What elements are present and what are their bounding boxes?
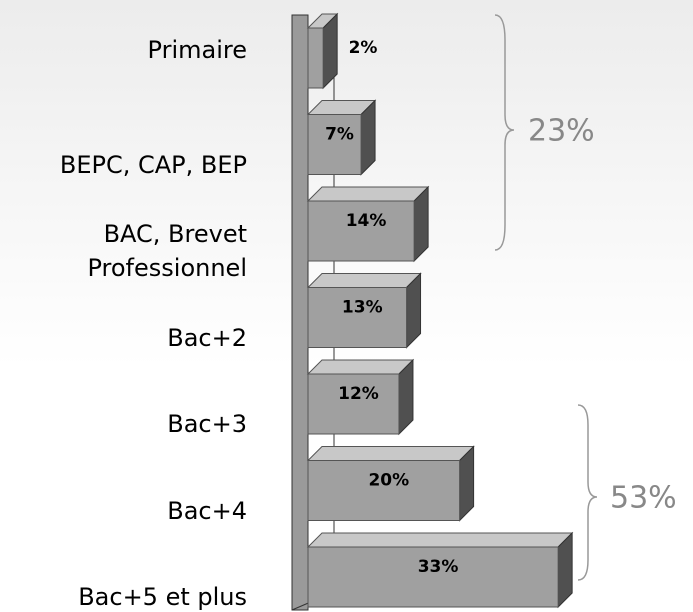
category-label: Bac+2 bbox=[167, 323, 247, 352]
bar bbox=[307, 27, 324, 89]
data-label: 14% bbox=[346, 211, 387, 231]
data-label: 20% bbox=[368, 471, 409, 491]
data-label: 33% bbox=[418, 557, 459, 577]
bar bbox=[307, 546, 559, 608]
category-label: BAC, Brevet Professionnel bbox=[87, 220, 247, 282]
category-label: Bac+5 et plus bbox=[78, 583, 247, 611]
bar-top bbox=[306, 359, 415, 375]
bar bbox=[307, 287, 408, 348]
bar-top bbox=[306, 273, 422, 288]
annotation: 53% bbox=[610, 481, 677, 516]
bar-top bbox=[306, 446, 475, 461]
brace bbox=[494, 14, 515, 251]
bar bbox=[307, 460, 461, 521]
brace bbox=[577, 404, 598, 581]
data-label: 12% bbox=[338, 384, 379, 404]
annotation: 23% bbox=[528, 114, 595, 149]
bar-top bbox=[306, 532, 574, 548]
bar-top bbox=[306, 186, 430, 202]
bar bbox=[307, 114, 362, 175]
data-label: 2% bbox=[349, 38, 378, 58]
data-label: 7% bbox=[325, 125, 354, 145]
data-label: 13% bbox=[342, 298, 383, 318]
category-label: Bac+3 bbox=[167, 410, 247, 438]
bar bbox=[307, 373, 400, 435]
category-label: BEPC, CAP, BEP bbox=[59, 150, 247, 179]
axis-wall bbox=[291, 14, 309, 611]
bar bbox=[307, 200, 415, 262]
category-label: Bac+4 bbox=[167, 496, 247, 525]
category-label: Primaire bbox=[147, 36, 247, 64]
